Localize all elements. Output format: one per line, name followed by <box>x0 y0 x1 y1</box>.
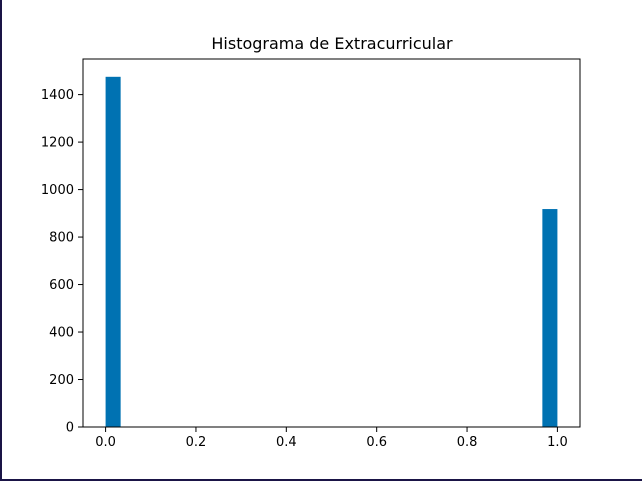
x-tick-label-3: 0.6 <box>366 435 387 450</box>
bars-group <box>105 76 558 427</box>
histogram-bar-0 <box>105 76 121 427</box>
plot-area-frame <box>82 58 581 428</box>
y-tick-label-6: 1200 <box>41 136 74 151</box>
chart-title: Histograma de Extracurricular <box>211 34 453 53</box>
histogram-bar-1 <box>542 209 558 427</box>
y-tick-label-7: 1400 <box>41 88 74 103</box>
x-tick-label-4: 0.8 <box>457 435 478 450</box>
y-tick-label-0: 0 <box>66 421 74 436</box>
y-tick-label-1: 200 <box>49 373 74 388</box>
x-axis-ticks: 0.0 0.2 0.4 0.6 0.8 1.0 <box>95 427 568 450</box>
x-tick-label-5: 1.0 <box>547 435 568 450</box>
y-tick-label-4: 800 <box>49 231 74 246</box>
y-axis-ticks: 0 200 400 600 800 1000 1200 1400 <box>41 88 83 436</box>
x-tick-label-0: 0.0 <box>95 435 116 450</box>
y-tick-label-3: 600 <box>49 278 74 293</box>
x-tick-label-2: 0.4 <box>276 435 297 450</box>
y-tick-label-5: 1000 <box>41 183 74 198</box>
x-tick-label-1: 0.2 <box>186 435 207 450</box>
y-tick-label-2: 400 <box>49 326 74 341</box>
